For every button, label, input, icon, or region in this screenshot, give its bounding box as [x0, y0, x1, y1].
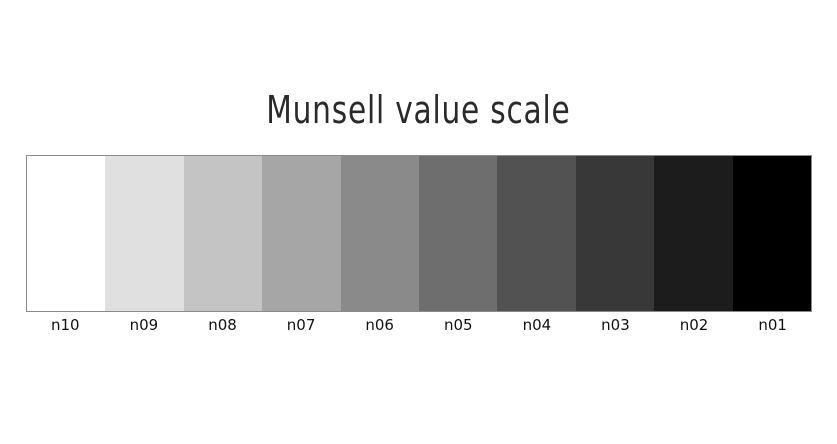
- swatch-n05: [419, 156, 498, 311]
- swatch-label-n04: n04: [522, 316, 552, 334]
- swatch-label-n10: n10: [51, 316, 80, 334]
- swatch-label-n03: n03: [601, 316, 630, 334]
- swatch-n07: [262, 156, 341, 311]
- swatch-label-n06: n06: [365, 316, 394, 334]
- swatch-n03: [575, 156, 655, 311]
- swatch-label-n07: n07: [286, 316, 316, 334]
- swatch-label-n01: n01: [758, 316, 787, 334]
- swatch-label-n05: n05: [443, 316, 473, 334]
- swatch-labels: n10 n09 n08 n07 n06 n05 n04 n03 n02 n01: [26, 316, 812, 334]
- swatch-n01: [732, 156, 812, 311]
- swatch-label-n08: n08: [208, 316, 237, 334]
- swatch-n02: [654, 156, 733, 311]
- swatch-n04: [497, 156, 576, 311]
- swatch-label-n02: n02: [679, 316, 709, 334]
- swatch-label-n09: n09: [129, 316, 159, 334]
- scale-title: Munsell value scale: [266, 88, 571, 132]
- swatch-n08: [183, 156, 263, 311]
- swatch-n06: [340, 156, 420, 311]
- value-scale-strip: [26, 155, 812, 312]
- swatch-n10: [27, 156, 106, 311]
- swatch-n09: [105, 156, 184, 311]
